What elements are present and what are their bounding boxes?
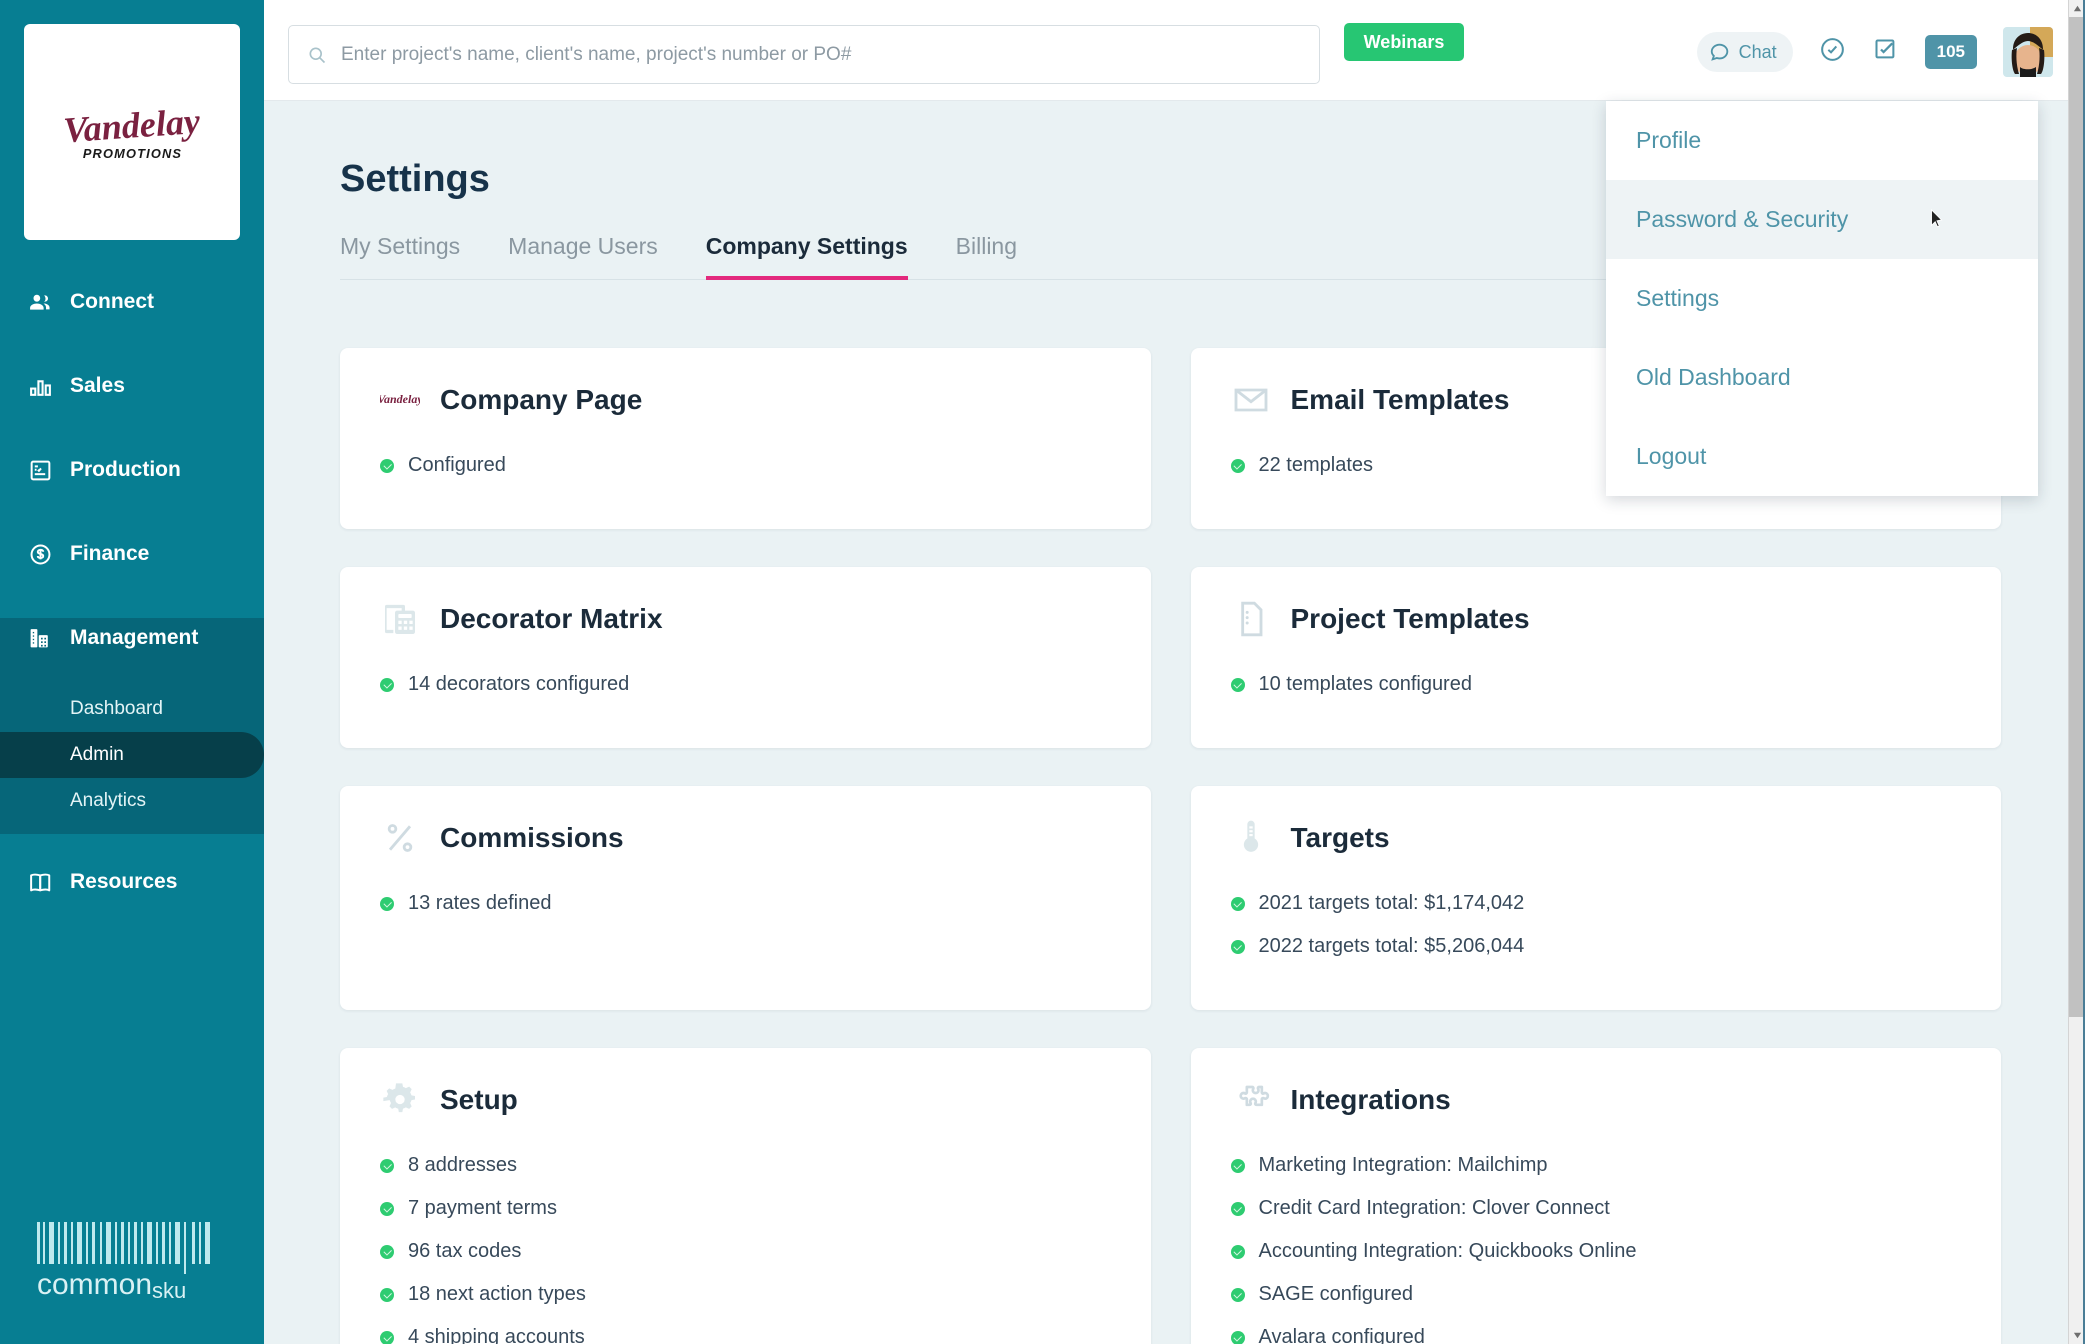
svg-text:PROMOTIONS: PROMOTIONS [82, 146, 181, 161]
svg-text:commonsku: commonsku [37, 1268, 186, 1303]
svg-text:Vandelay: Vandelay [62, 101, 202, 150]
svg-text:Vandelay: Vandelay [380, 392, 420, 406]
